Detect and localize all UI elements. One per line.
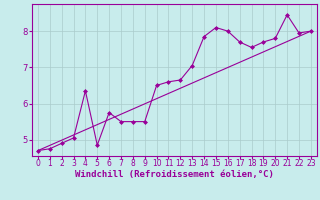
- X-axis label: Windchill (Refroidissement éolien,°C): Windchill (Refroidissement éolien,°C): [75, 170, 274, 179]
